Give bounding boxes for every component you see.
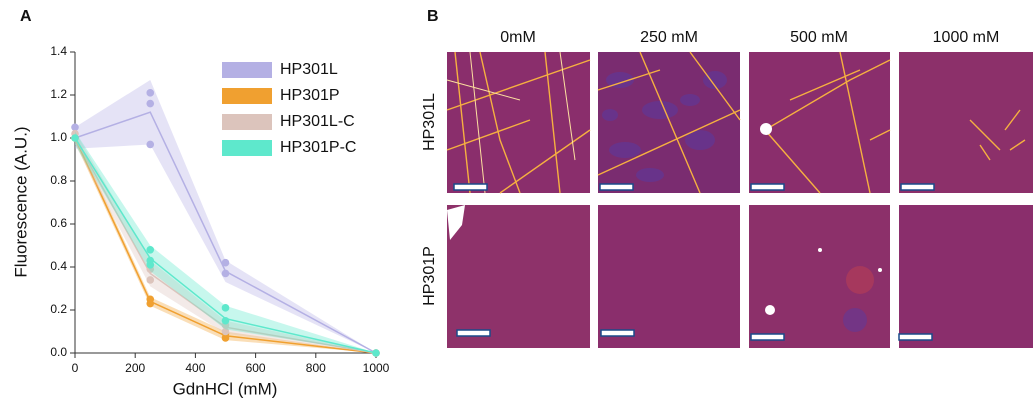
afm-image — [899, 205, 1033, 348]
afm-image — [447, 52, 590, 193]
data-point — [221, 327, 230, 336]
y-tick-label: 0.0 — [50, 345, 67, 359]
x-tick-label: 1000 — [363, 361, 390, 375]
y-tick-label: 1.0 — [50, 130, 67, 144]
legend-label: HP301L — [280, 61, 338, 78]
data-point — [146, 261, 155, 269]
data-point — [221, 316, 230, 325]
y-tick-label: 0.4 — [50, 259, 67, 273]
y-tick-label: 0.6 — [50, 216, 67, 230]
y-axis-title: Fluorescence (A.U.) — [11, 126, 30, 277]
x-axis-title: GdnHCl (mM) — [173, 379, 278, 398]
data-point — [71, 123, 79, 132]
series-line — [74, 111, 377, 354]
column-label: 1000 mM — [933, 29, 1000, 46]
y-tick-label: 0.8 — [50, 173, 67, 187]
legend-swatch — [222, 62, 272, 78]
data-point — [71, 134, 79, 142]
x-tick-label: 800 — [306, 361, 326, 375]
column-label: 250 mM — [640, 29, 698, 46]
legend-swatch — [222, 88, 272, 104]
panel-label: B — [427, 8, 439, 25]
afm-image — [447, 205, 590, 348]
data-point — [146, 89, 155, 97]
legend-label: HP301P — [280, 87, 340, 104]
column-label: 500 mM — [790, 29, 848, 46]
scale-bars — [453, 183, 935, 341]
image-grid: 0mM 250 mM 500 mM 1000 mM HP301L HP301P — [421, 29, 1033, 348]
legend-swatch — [222, 114, 272, 130]
afm-image — [749, 52, 890, 193]
row-label: HP301P — [421, 246, 438, 306]
data-point — [146, 140, 155, 149]
data-point — [146, 299, 155, 308]
y-tick-label: 0.2 — [50, 302, 67, 316]
afm-image — [598, 205, 740, 348]
data-point — [221, 334, 230, 342]
confidence-band — [75, 131, 376, 353]
data-point — [372, 349, 380, 357]
series-line — [74, 137, 377, 354]
texture — [602, 71, 727, 182]
y-tick-label: 1.2 — [50, 87, 67, 101]
legend-label: HP301L-C — [280, 113, 355, 130]
fibrils — [446, 51, 1026, 332]
x-tick-label: 200 — [125, 361, 145, 375]
data-point — [221, 269, 230, 278]
data-point — [221, 304, 230, 312]
plot-area: 0.0 0.2 0.4 0.6 0.8 1.0 1.2 1.4 0 200 400 600 800 100… — [50, 44, 389, 375]
panel-label: A — [20, 8, 32, 25]
particle — [447, 205, 465, 240]
x-tick-label: 400 — [185, 361, 205, 375]
data-point — [221, 258, 230, 267]
data-point — [146, 99, 155, 108]
series-line — [74, 137, 377, 354]
afm-image — [899, 52, 1033, 193]
legend-swatch — [222, 140, 272, 156]
column-label: 0mM — [500, 29, 536, 46]
particle — [760, 123, 772, 135]
series-line — [74, 137, 377, 354]
data-point — [146, 276, 155, 284]
y-tick-label: 1.4 — [50, 44, 67, 58]
data-point — [146, 246, 155, 254]
row-label: HP301L — [421, 93, 438, 151]
x-tick-label: 600 — [246, 361, 266, 375]
legend-label: HP301P-C — [280, 139, 356, 156]
x-tick-label: 0 — [72, 361, 79, 375]
